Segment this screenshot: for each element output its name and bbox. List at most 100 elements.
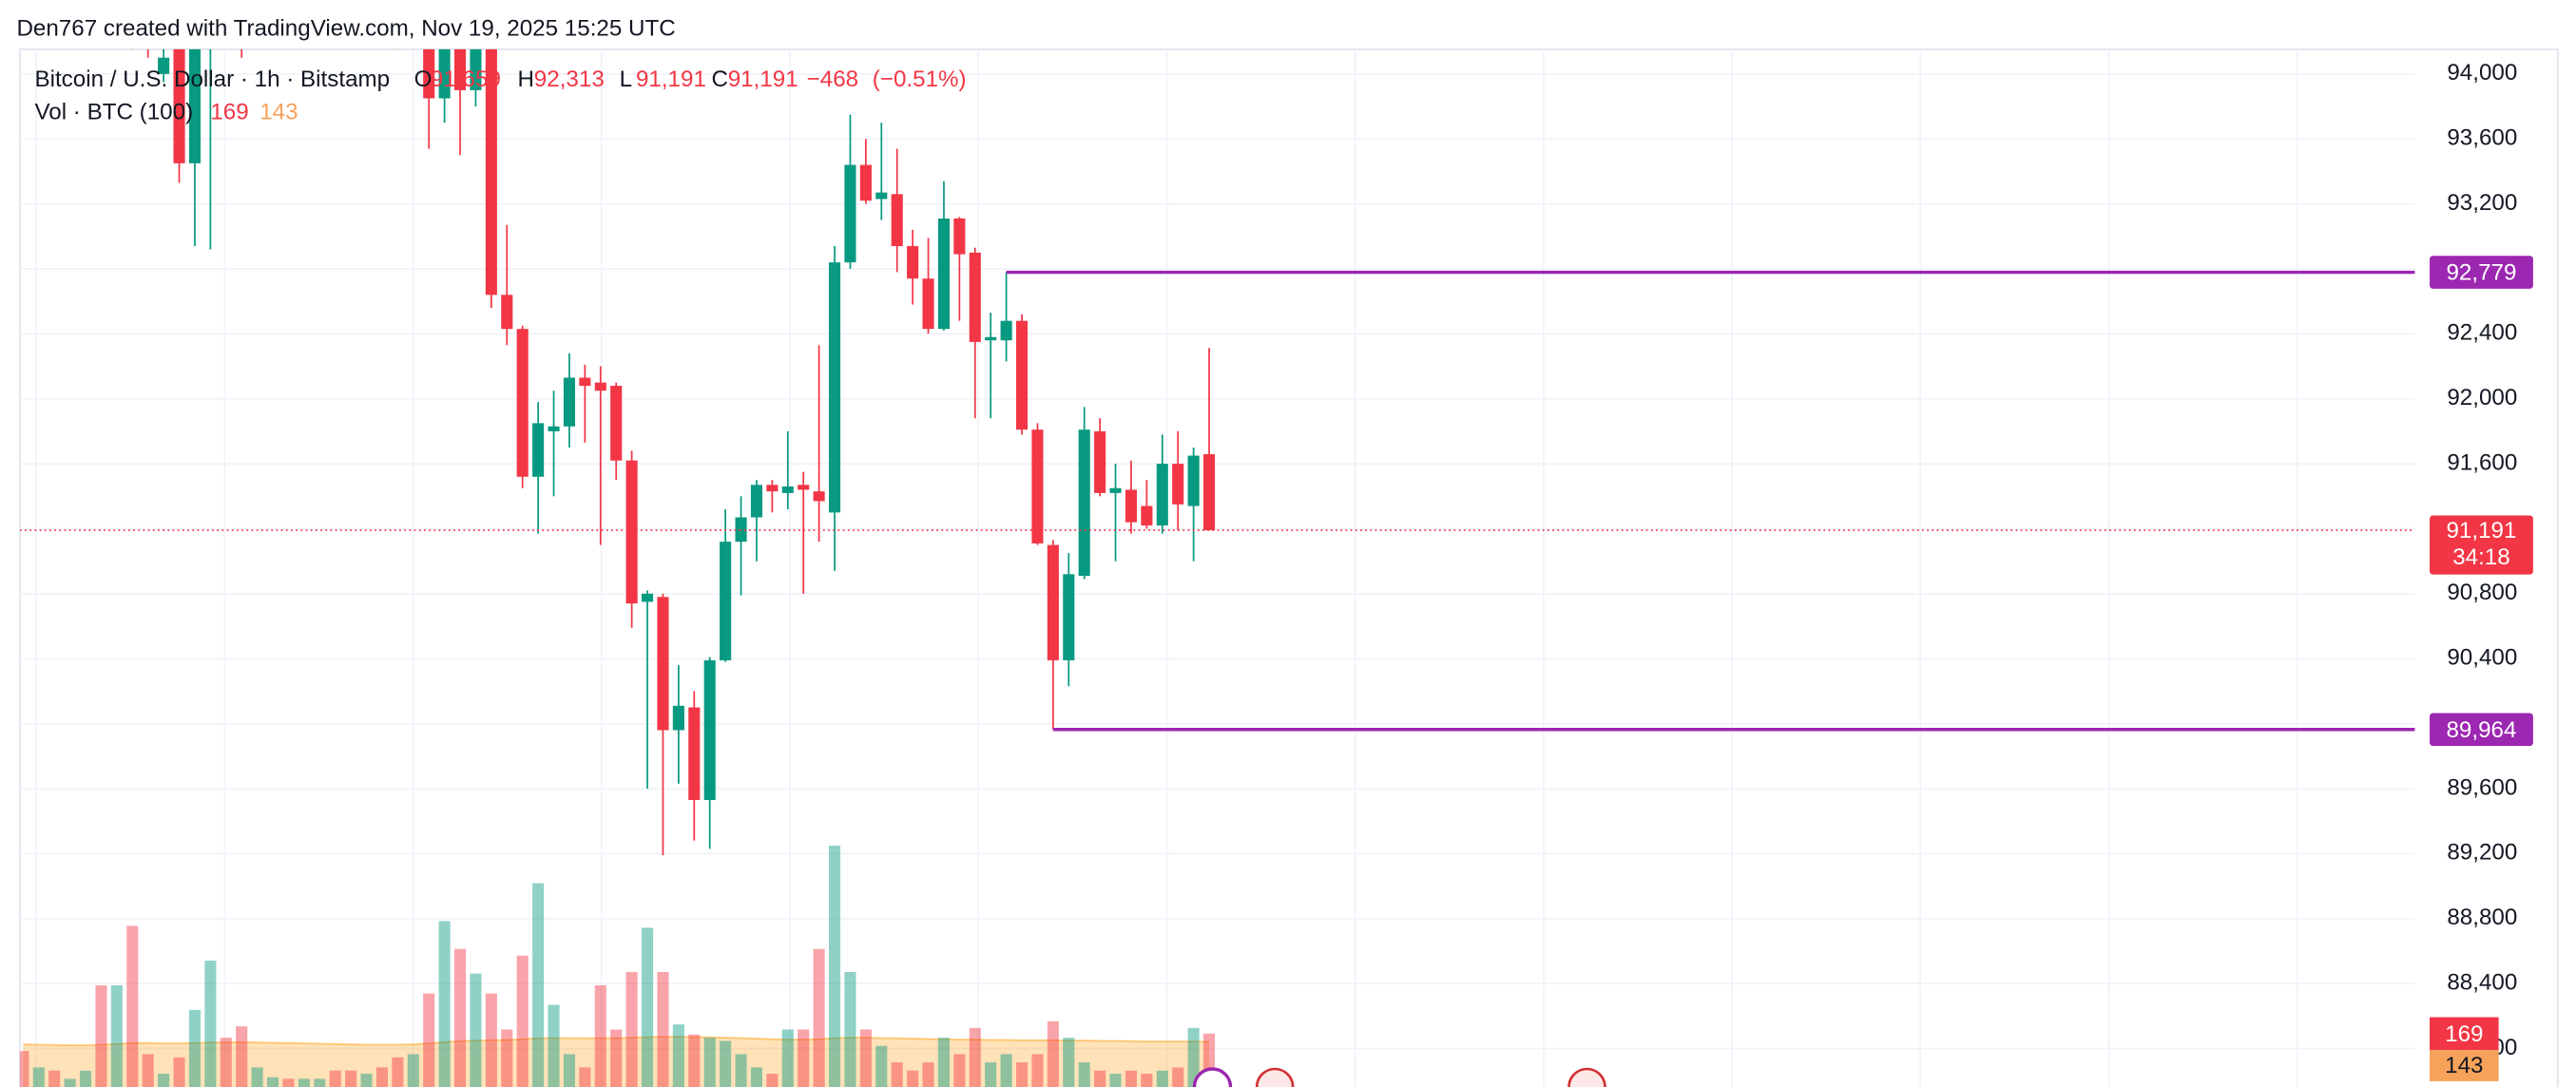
ohlc-value: 91,191 [636,67,706,92]
volume-bar [875,1045,888,1087]
y-tick-label: 91,600 [2447,449,2517,475]
candle-body [937,218,951,330]
volume-bar [423,993,435,1087]
candle-body [641,593,654,602]
volume-bar [1109,1074,1122,1087]
candle-body [1016,320,1028,430]
candle-body [1031,429,1044,544]
candle-body [594,382,606,391]
candle-body [922,278,934,330]
event-icon[interactable] [1192,1067,1233,1087]
volume-badge-label: 169 [2445,1021,2483,1047]
volume-bar [392,1057,404,1087]
volume-bar [703,1038,716,1087]
y-tick-label: 93,200 [2447,190,2517,216]
volume-bar [798,1029,810,1087]
candle-body [657,597,669,731]
candle-body [1078,429,1090,577]
volume-bar [516,955,529,1087]
candle-body [1094,430,1106,493]
candle-body [1141,505,1153,526]
volume-bar [204,960,217,1087]
volume-bar [64,1078,76,1087]
volume-bar [32,1067,45,1087]
level-badge [2430,256,2533,289]
plot [19,48,2415,1087]
candle-body [188,48,201,163]
candle-body [828,262,841,513]
candle-body [1109,487,1122,493]
candle-body [720,542,732,660]
ohlc-letter: O [414,67,433,92]
change-pct: (−0.51%) [873,67,967,92]
volume-bar [813,948,825,1087]
volume-bar [781,1029,794,1087]
volume-bar [95,984,107,1087]
level-badge-label: 89,964 [2446,717,2516,743]
volume-bar [641,927,654,1087]
volume-bar [750,1067,763,1087]
candle-body [563,377,576,427]
candle-body [1203,454,1216,531]
volume-bar [266,1077,279,1087]
volume-bar [375,1067,389,1087]
volume-bar [453,948,467,1087]
volume-bar [470,973,482,1087]
candle-body [907,246,919,279]
countdown: 34:18 [2452,544,2510,570]
volume-bar [922,1062,934,1087]
volume-bar [438,921,451,1087]
price-badge-label: 91,191 [2446,518,2516,544]
candle-body [875,192,888,200]
candle-body [969,252,981,342]
volume-ma-badge [2430,1050,2499,1081]
volume-ma-badge-label: 143 [2445,1053,2483,1078]
volume-bar [251,1067,263,1087]
volume-bar [720,1040,732,1087]
candle-body [1063,574,1075,660]
volume-bar [236,1026,248,1087]
candle-body [798,485,810,490]
volume-bar [1047,1020,1059,1087]
volume-bar [19,1051,29,1087]
candle-body [516,329,529,477]
volume-bar [1172,1067,1184,1087]
volume-ma-value: 143 [260,100,298,125]
volume-bar [1063,1038,1075,1087]
candle-body [766,485,779,492]
candle-body [438,48,451,99]
volume-bar [407,1054,419,1087]
volume-bar [610,1029,623,1087]
volume-bar [345,1070,357,1087]
volume-bar [298,1078,310,1087]
volume-ma-area [23,1037,1210,1087]
symbol-title: Bitcoin / U.S. Dollar · 1h · Bitstamp [34,67,390,92]
candle-body [548,426,560,431]
y-tick-label: 92,400 [2447,320,2517,346]
event-icon[interactable] [1255,1067,1295,1087]
volume-title: Vol · BTC (100) [34,100,193,125]
volume-bar [625,971,638,1087]
volume-ma-line [23,1036,1210,1046]
volume-bar [859,1029,872,1087]
candle-body [844,164,856,263]
volume-bar [985,1062,997,1087]
candle-body [485,48,497,296]
volume-bar [1078,1062,1090,1087]
volume-bar [1125,1070,1138,1087]
volume-bar [142,1054,154,1087]
volume-bar [220,1038,232,1087]
volume-bar [1187,1027,1200,1087]
ohlc-letter: C [711,67,727,92]
candle-body [985,336,997,341]
volume-bar [314,1078,326,1087]
event-icon[interactable] [1567,1067,1606,1087]
candle-body [453,48,467,90]
price-axis: 94,00093,60093,20092,80092,40092,00091,6… [2430,60,2533,1081]
y-tick-label: 89,200 [2447,840,2517,866]
volume-bar [907,1070,919,1087]
price-badge [2430,515,2533,575]
